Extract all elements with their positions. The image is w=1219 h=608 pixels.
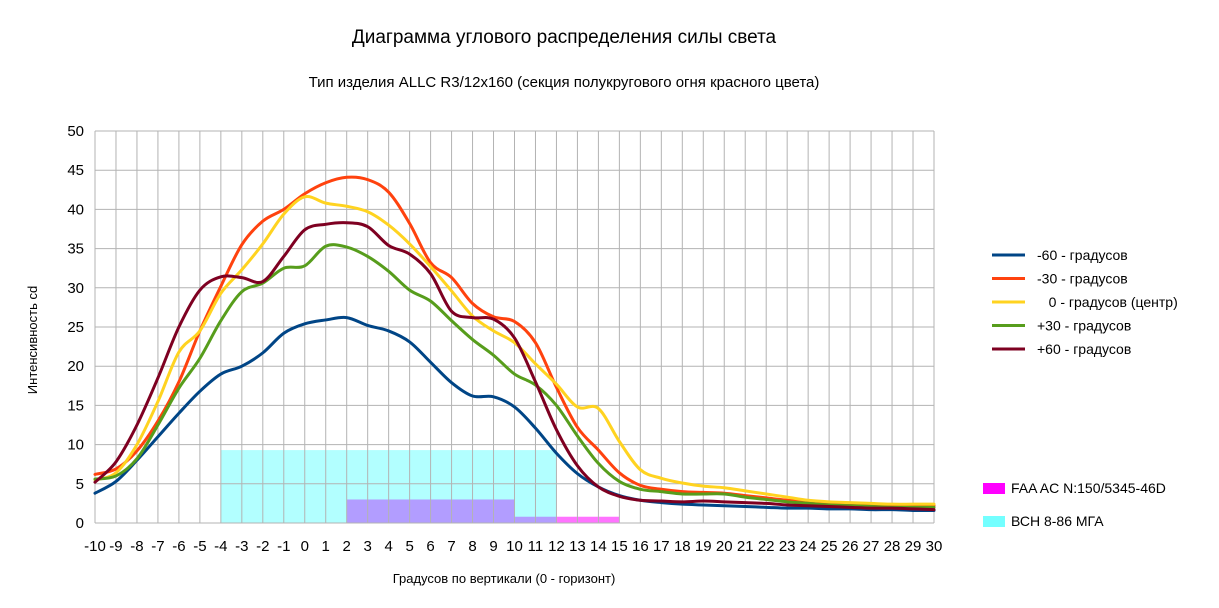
series-line-0 bbox=[93, 315, 936, 513]
x-tick-label: 3 bbox=[364, 538, 372, 555]
x-tick-label: 20 bbox=[716, 538, 733, 555]
x-tick-label: 5 bbox=[405, 538, 413, 555]
legend-label-4: +60 - градусов bbox=[1037, 341, 1131, 357]
x-tick-label: 17 bbox=[653, 538, 670, 555]
x-tick-label: 13 bbox=[569, 538, 586, 555]
x-tick-label: 1 bbox=[322, 538, 330, 555]
norm-regions bbox=[220, 450, 620, 523]
y-axis-title: Интенсивность cd bbox=[25, 286, 40, 394]
legend-label-2: 0 - градусов (центр) bbox=[1037, 294, 1178, 310]
x-tick-label: 25 bbox=[821, 538, 838, 555]
y-tick-label: 5 bbox=[76, 476, 84, 493]
x-tick-label: 14 bbox=[590, 538, 607, 555]
x-tick-label: -7 bbox=[151, 538, 164, 555]
x-tick-label: 9 bbox=[489, 538, 497, 555]
axis-ticks: -10 -9 -8 -7 -6 -5 -4 -3 -2 -1 0 1 2 3 4 5 6 7 8 9 10 11 12 13 1… bbox=[67, 123, 942, 555]
legend: -60 - градусов -30 - градусов 0 - градусо… bbox=[983, 247, 1178, 529]
x-tick-label: 11 bbox=[528, 538, 544, 555]
x-tick-label: -8 bbox=[130, 538, 143, 555]
y-tick-label: 35 bbox=[67, 241, 84, 258]
series-line-1 bbox=[93, 175, 936, 508]
y-tick-label: 10 bbox=[67, 437, 84, 454]
x-tick-label: 18 bbox=[674, 538, 691, 555]
x-tick-label: -5 bbox=[193, 538, 206, 555]
x-tick-label: 12 bbox=[548, 538, 565, 555]
x-tick-label: 30 bbox=[926, 538, 943, 555]
x-tick-label: 29 bbox=[905, 538, 922, 555]
x-tick-label: 15 bbox=[611, 538, 628, 555]
x-tick-label: 4 bbox=[384, 538, 392, 555]
legend-region-swatch-1 bbox=[983, 516, 1005, 527]
x-tick-label: 0 bbox=[301, 538, 309, 555]
x-tick-label: -1 bbox=[277, 538, 290, 555]
chart-subtitle: Тип изделия ALLC R3/12x160 (секция полук… bbox=[309, 74, 820, 91]
x-tick-label: 23 bbox=[779, 538, 796, 555]
x-tick-label: 24 bbox=[800, 538, 817, 555]
y-tick-label: 0 bbox=[76, 515, 84, 532]
x-tick-label: 2 bbox=[343, 538, 351, 555]
legend-region-label-0: FAA AC N:150/5345-46D bbox=[1011, 480, 1166, 496]
x-tick-label: 21 bbox=[737, 538, 754, 555]
legend-label-1: -30 - градусов bbox=[1037, 271, 1128, 287]
chart-title: Диаграмма углового распределения силы св… bbox=[352, 27, 777, 48]
x-tick-label: -4 bbox=[214, 538, 227, 555]
x-tick-label: 27 bbox=[863, 538, 880, 555]
x-axis-title: Градусов по вертикали (0 - горизонт) bbox=[393, 571, 616, 586]
x-tick-label: 22 bbox=[758, 538, 775, 555]
x-tick-label: -2 bbox=[256, 538, 269, 555]
legend-label-3: +30 - градусов bbox=[1037, 318, 1131, 334]
legend-label-0: -60 - градусов bbox=[1037, 247, 1128, 263]
chart-grid bbox=[94, 130, 935, 524]
data-series bbox=[93, 175, 936, 513]
x-tick-label: 16 bbox=[632, 538, 649, 555]
y-tick-label: 20 bbox=[67, 358, 84, 375]
x-tick-label: -6 bbox=[172, 538, 185, 555]
x-tick-label: 19 bbox=[695, 538, 712, 555]
x-tick-label: 8 bbox=[468, 538, 476, 555]
legend-region-label-1: ВСН 8-86 МГА bbox=[1011, 513, 1104, 529]
x-tick-label: 10 bbox=[506, 538, 523, 555]
x-tick-label: 6 bbox=[426, 538, 434, 555]
y-tick-label: 30 bbox=[67, 280, 84, 297]
x-tick-label: -10 bbox=[84, 538, 106, 555]
x-tick-label: 7 bbox=[447, 538, 455, 555]
y-tick-label: 40 bbox=[67, 201, 84, 218]
y-tick-label: 50 bbox=[67, 123, 84, 140]
y-tick-label: 15 bbox=[67, 397, 84, 414]
y-tick-label: 25 bbox=[67, 319, 84, 336]
series-line-3 bbox=[93, 243, 936, 509]
legend-region-swatch-0 bbox=[983, 483, 1005, 494]
series-line-4 bbox=[93, 221, 936, 512]
x-tick-label: -9 bbox=[109, 538, 122, 555]
region-0-rect-1 bbox=[514, 516, 620, 523]
x-tick-label: 26 bbox=[842, 538, 859, 555]
y-tick-label: 45 bbox=[67, 162, 84, 179]
x-tick-label: 28 bbox=[884, 538, 901, 555]
x-tick-label: -3 bbox=[235, 538, 248, 555]
